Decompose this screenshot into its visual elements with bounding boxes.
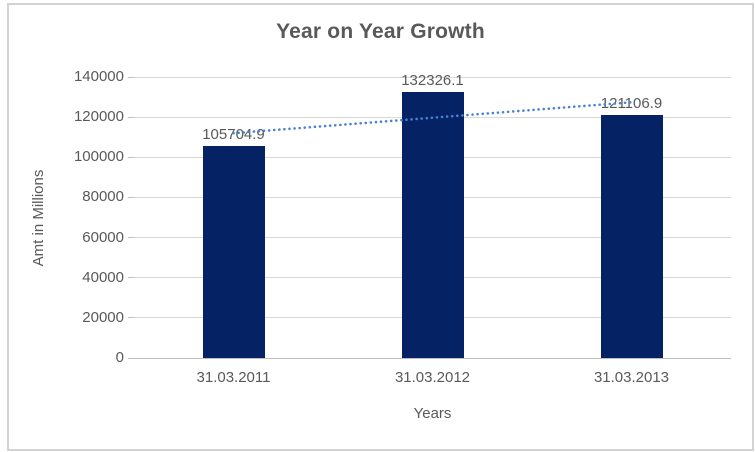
y-axis-title: Amt in Millions xyxy=(30,169,47,267)
gridline xyxy=(134,76,731,78)
y-tick-mark xyxy=(128,116,134,118)
y-tick-label: 20000 xyxy=(82,308,124,326)
trendline xyxy=(232,100,633,135)
x-axis-line xyxy=(134,357,731,359)
x-tick-label: 31.03.2012 xyxy=(394,369,471,386)
bar-data-label: 121106.9 xyxy=(600,94,663,112)
y-tick-mark xyxy=(128,237,134,239)
plot-area: 0 20000 40000 60000 80000 100000 120000 140000 1… xyxy=(74,68,731,386)
y-tick-label: 60000 xyxy=(82,228,124,246)
y-tick-label: 100000 xyxy=(73,148,124,166)
y-tick-mark xyxy=(128,76,134,78)
y-tick-label: 80000 xyxy=(82,188,124,206)
x-axis-title: Years xyxy=(413,405,452,422)
y-tick-label: 0 xyxy=(115,349,124,366)
x-tick-label: 31.03.2013 xyxy=(593,369,670,386)
y-tick-mark xyxy=(128,317,134,319)
bar-data-label: 132326.1 xyxy=(401,72,464,90)
bar xyxy=(600,114,663,358)
y-tick-mark xyxy=(128,357,134,359)
y-tick-mark xyxy=(128,156,134,158)
y-tick-label: 140000 xyxy=(73,68,124,85)
bar xyxy=(202,145,265,358)
x-tick-label: 31.03.2011 xyxy=(196,369,271,386)
y-tick-label: 40000 xyxy=(82,268,124,286)
y-tick-label: 120000 xyxy=(73,108,124,126)
y-tick-mark xyxy=(128,277,134,279)
bar xyxy=(401,92,464,358)
y-tick-mark xyxy=(128,196,134,198)
chart-title: Year on Year Growth xyxy=(276,20,485,43)
